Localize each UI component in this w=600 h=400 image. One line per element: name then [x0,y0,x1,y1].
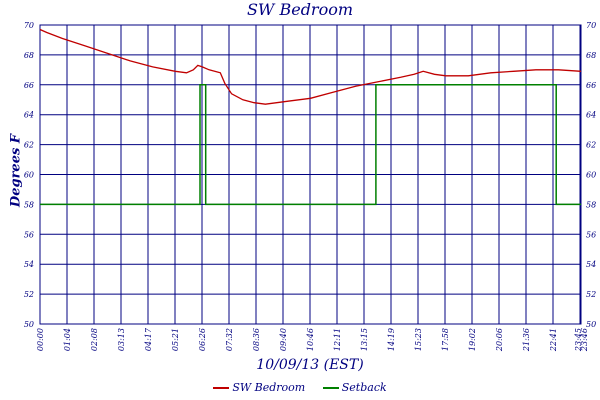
x-tick-label: 05:21 [171,328,180,351]
legend-swatch-sw-bedroom [213,387,230,389]
x-tick-label: 13:15 [360,328,369,351]
x-tick-label: 01:04 [63,328,72,351]
y-tick-label-right: 64 [586,111,596,120]
y-tick-label-right: 50 [586,320,596,329]
y-tick-label-right: 56 [586,230,596,239]
x-tick-label: 10:46 [306,328,315,351]
y-tick-label-left: 54 [24,260,34,269]
x-tick-label: 20:06 [495,328,504,352]
y-tick-label-right: 52 [586,290,596,299]
series-line-setback [40,84,581,206]
y-tick-label-left: 64 [24,111,34,120]
legend-label-setback: Setback [341,381,387,394]
y-tick-label-left: 60 [24,171,34,180]
y-tick-label-right: 68 [586,51,596,60]
x-tick-label: 15:23 [414,328,423,351]
y-tick-label-right: 66 [586,81,596,90]
y-tick-label-left: 58 [24,200,34,209]
x-tick-label: 14:19 [387,328,396,351]
x-tick-label: 07:32 [225,328,234,351]
x-tick-label: 19:02 [468,328,477,351]
y-tick-label-left: 52 [24,290,34,299]
x-axis-label: 10/09/13 (EST) [256,357,364,373]
y-tick-label-left: 68 [24,51,34,60]
y-tick-label-right: 58 [586,200,596,209]
series-line-sw-bedroom [39,28,582,105]
x-tick-label: 03:13 [117,328,126,351]
y-tick-label-right: 62 [586,141,596,150]
legend-item-setback: Setback [322,381,387,394]
x-tick-label: 22:41 [549,328,558,352]
x-tick-label: 21:36 [522,328,531,352]
y-axis-label: Degrees F [8,133,24,208]
x-tick-label: 23:46 [580,328,589,352]
y-tick-label-left: 66 [24,81,34,90]
chart-title: SW Bedroom [246,0,354,19]
y-tick-label-right: 70 [586,21,596,30]
x-tick-label: 08:36 [252,328,261,351]
x-tick-label: 09:40 [279,328,288,351]
legend: SW Bedroom Setback [0,381,600,394]
x-tick-label: 12:11 [333,328,342,351]
y-tick-label-left: 50 [24,320,34,329]
x-tick-label: 17:58 [441,328,450,351]
legend-item-sw-bedroom: SW Bedroom [213,381,305,394]
legend-label-sw-bedroom: SW Bedroom [232,381,306,394]
y-tick-label-left: 56 [24,230,34,239]
x-tick-label: 23:45 [574,328,583,352]
legend-swatch-setback [322,387,339,389]
y-tick-label-right: 60 [586,171,596,180]
y-tick-label-left: 70 [24,21,34,30]
x-tick-label: 04:17 [144,327,153,351]
y-tick-label-left: 62 [24,141,34,150]
y-tick-label-right: 54 [586,260,596,269]
x-tick-label: 02:08 [90,328,99,351]
x-tick-label: 00:00 [36,328,45,351]
x-tick-label: 06:26 [198,328,207,351]
